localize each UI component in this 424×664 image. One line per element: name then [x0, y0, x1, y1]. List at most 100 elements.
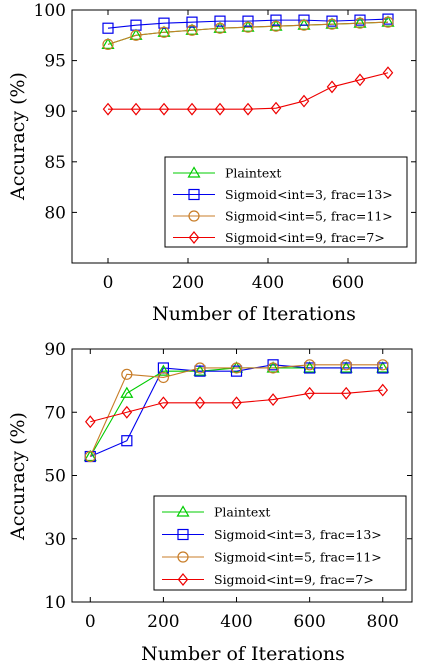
top-data-point-sigmoid-int-9-frac-7	[354, 73, 366, 87]
bottom-x-tick-label: 600	[293, 612, 325, 632]
bottom-data-point-sigmoid-int-5-frac-11	[267, 362, 279, 374]
legend-marker-sigmoid-int-5-frac-11	[188, 210, 200, 222]
bottom-data-point-sigmoid-int-5-frac-11	[340, 359, 352, 371]
bottom-series-lines	[89, 364, 383, 458]
bottom-x-tick-label: 400	[220, 612, 252, 632]
bottom-data-point-sigmoid-int-5-frac-11	[304, 359, 316, 371]
top-data-point-plaintext	[325, 17, 339, 29]
top-y-ticks: 80 85 90 95 100	[34, 1, 416, 223]
bottom-series-line-sigmoid-int-9-frac-7	[90, 389, 383, 423]
top-data-point-sigmoid-int-5-frac-11	[102, 38, 114, 51]
top-y-tick-label: 100	[34, 1, 66, 21]
bottom-data-point-plaintext	[193, 364, 207, 376]
top-x-tick-label: 200	[172, 273, 204, 293]
top-data-point-plaintext	[213, 21, 227, 33]
top-x-tick-label: 400	[252, 273, 284, 293]
top-series-line-sigmoid-int-9-frac-7	[108, 72, 389, 110]
top-data-point-plaintext	[157, 25, 171, 37]
bottom-data-point-plaintext	[120, 386, 134, 398]
bottom-data-point-plaintext	[83, 449, 97, 462]
top-data-point-plaintext	[185, 23, 199, 35]
top-data-point-sigmoid-int-5-frac-11	[130, 29, 142, 41]
bottom-data-point-sigmoid-int-9-frac-7	[121, 405, 133, 419]
top-data-point-sigmoid-int-9-frac-7	[158, 102, 170, 116]
bottom-y-axis-label: Accuracy (%)	[7, 412, 29, 541]
top-x-tick-label: 600	[332, 273, 364, 293]
top-plot-frame	[71, 9, 417, 264]
top-x-ticks: 0 200 400 600	[103, 10, 364, 293]
legend-marker-sigmoid-int-9-frac-7	[188, 231, 200, 244]
top-data-point-plaintext	[101, 37, 115, 50]
bottom-y-tick-label: 70	[44, 403, 66, 423]
bottom-data-point-sigmoid-int-3-frac-13	[304, 362, 316, 374]
bottom-data-point-sigmoid-int-5-frac-11	[194, 362, 206, 374]
bottom-data-point-plaintext	[156, 364, 170, 376]
bottom-data-point-sigmoid-int-3-frac-13	[230, 365, 243, 377]
top-data-point-sigmoid-int-3-frac-13	[186, 16, 198, 28]
top-data-point-sigmoid-int-3-frac-13	[298, 14, 310, 26]
legend-marker-plaintext	[176, 505, 190, 517]
top-data-point-sigmoid-int-9-frac-7	[242, 102, 254, 116]
top-data-point-sigmoid-int-9-frac-7	[102, 102, 114, 116]
legend-label-plaintext: Plaintext	[214, 505, 270, 520]
bottom-y-tick-label: 30	[44, 530, 66, 550]
bottom-legend: Plaintext Sigmoid<int=3, frac=13> Sigmoid<…	[153, 495, 407, 591]
top-series-lines	[107, 18, 389, 110]
top-x-axis-label: Number of Iterations	[152, 303, 356, 325]
top-data-point-sigmoid-int-9-frac-7	[298, 94, 310, 108]
legend-label-sigmoid-int-3-frac-13: Sigmoid<int=3, frac=13>	[225, 187, 393, 202]
legend-marker-plaintext	[187, 166, 201, 178]
top-data-point-sigmoid-int-3-frac-13	[242, 15, 254, 27]
bottom-x-axis-label: Number of Iterations	[141, 643, 345, 664]
bottom-data-point-sigmoid-int-9-frac-7	[158, 396, 169, 410]
top-legend: Plaintext Sigmoid<int=3, frac=13> Sigmoid<…	[164, 156, 408, 248]
legend-marker-sigmoid-int-3-frac-13	[188, 188, 200, 201]
legend-marker-sigmoid-int-3-frac-13	[177, 528, 189, 541]
bottom-x-tick-label: 800	[367, 612, 399, 632]
bottom-data-point-sigmoid-int-3-frac-13	[340, 362, 352, 374]
top-series-markers	[101, 13, 395, 116]
bottom-data-point-sigmoid-int-5-frac-11	[157, 371, 169, 384]
top-y-tick-label: 95	[44, 52, 66, 72]
bottom-data-point-sigmoid-int-9-frac-7	[340, 386, 352, 400]
bottom-series-line-sigmoid-int-3-frac-13	[90, 364, 383, 458]
bottom-y-tick-label: 10	[44, 593, 66, 613]
bottom-data-point-plaintext	[376, 361, 390, 373]
bottom-data-point-plaintext	[303, 361, 317, 373]
bottom-x-ticks: 0 200 400 600 800	[85, 349, 399, 632]
bottom-data-point-sigmoid-int-9-frac-7	[304, 386, 315, 400]
bottom-data-point-sigmoid-int-3-frac-13	[194, 365, 206, 377]
bottom-data-point-sigmoid-int-9-frac-7	[377, 383, 389, 397]
legend-marker-sigmoid-int-5-frac-11	[177, 551, 189, 563]
bottom-y-tick-label: 90	[44, 340, 66, 360]
bottom-data-point-sigmoid-int-3-frac-13	[377, 362, 389, 374]
top-data-point-plaintext	[353, 16, 367, 28]
bottom-data-point-plaintext	[229, 361, 244, 373]
top-data-point-sigmoid-int-5-frac-11	[270, 20, 282, 32]
bottom-data-point-sigmoid-int-5-frac-11	[121, 368, 133, 380]
legend-label-sigmoid-int-5-frac-11: Sigmoid<int=5, frac=11>	[225, 209, 393, 224]
legend-label-sigmoid-int-9-frac-7: Sigmoid<int=9, frac=7>	[225, 230, 385, 245]
bottom-data-point-sigmoid-int-5-frac-11	[377, 359, 389, 371]
legend-label-plaintext: Plaintext	[225, 166, 281, 181]
bottom-y-tick-label: 50	[44, 467, 66, 487]
bottom-x-tick-label: 0	[85, 612, 96, 632]
top-y-tick-label: 80	[44, 203, 66, 223]
top-data-point-sigmoid-int-5-frac-11	[326, 18, 338, 30]
top-chart-panel: 0 200 400 600 80 85 90 95 100 Number of Iterati…	[7, 1, 417, 325]
top-data-point-sigmoid-int-5-frac-11	[158, 26, 170, 38]
top-data-point-sigmoid-int-5-frac-11	[214, 22, 226, 34]
legend-label-sigmoid-int-3-frac-13: Sigmoid<int=3, frac=13>	[214, 527, 382, 542]
top-data-point-sigmoid-int-9-frac-7	[130, 102, 142, 116]
top-data-point-plaintext	[381, 15, 395, 27]
bottom-data-point-sigmoid-int-9-frac-7	[85, 415, 96, 429]
legend-marker-sigmoid-int-9-frac-7	[177, 573, 189, 586]
top-data-point-sigmoid-int-9-frac-7	[214, 102, 226, 116]
top-data-point-sigmoid-int-3-frac-13	[326, 15, 338, 27]
top-data-point-sigmoid-int-5-frac-11	[186, 24, 198, 36]
top-data-point-sigmoid-int-3-frac-13	[102, 22, 114, 34]
top-data-point-plaintext	[297, 18, 311, 30]
bottom-data-point-sigmoid-int-3-frac-13	[267, 359, 279, 371]
legend-label-sigmoid-int-5-frac-11: Sigmoid<int=5, frac=11>	[214, 550, 382, 565]
